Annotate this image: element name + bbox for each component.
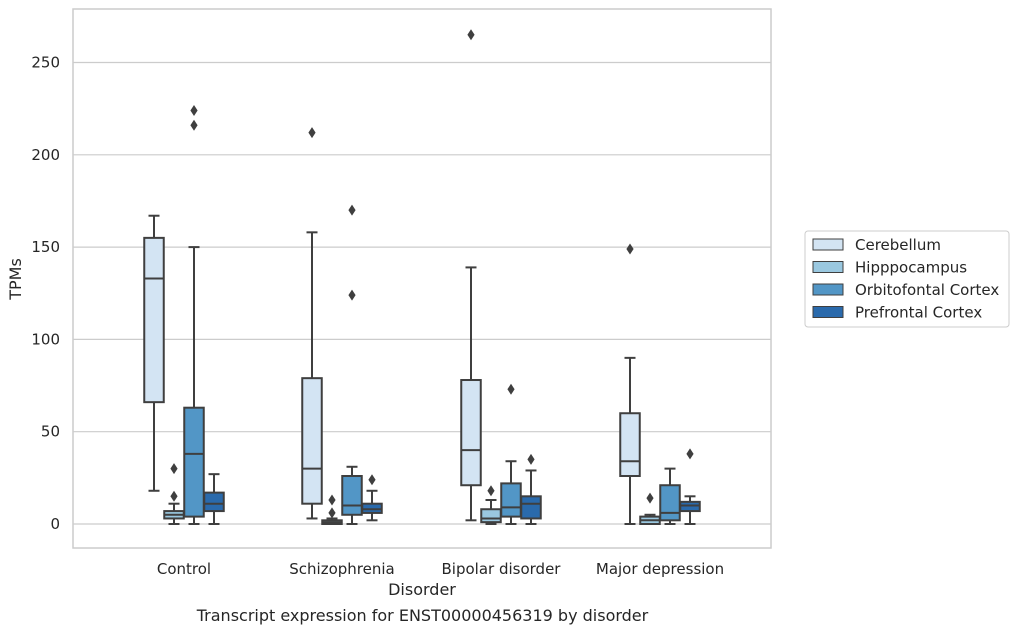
y-tick-label: 100 [31,330,60,348]
box-control [163,463,185,525]
y-tick-label: 50 [41,423,60,441]
series-hipppocampus [163,463,661,526]
box-control [143,214,165,492]
box-bipolar-disorder [480,485,502,525]
box-bipolar-disorder [500,383,522,525]
x-tick-label: Schizophrenia [289,560,394,578]
box-schizophrenia [341,204,363,525]
outlier-point [190,104,198,116]
box-control [183,104,205,525]
series-prefrontal-cortex [203,448,701,525]
legend-label: Cerebellum [855,236,941,254]
x-tick-label: Major depression [596,560,724,578]
box-bipolar-disorder [520,453,542,525]
legend-label: Hipppocampus [855,259,967,277]
outlier-point [348,289,356,301]
legend-swatch [812,261,844,273]
legend: Cerebellum Hipppocampus Orbitofontal Corte… [804,230,1010,328]
legend-item: Prefrontal Cortex [812,304,982,322]
legend-item: Cerebellum [812,236,941,254]
iqr-box [520,495,542,520]
y-tick-label: 0 [50,515,60,533]
box-major-depression [659,467,681,525]
box-schizophrenia [361,474,383,522]
box-bipolar-disorder [460,29,482,522]
y-tick-label: 200 [31,146,60,164]
iqr-box [619,412,641,478]
legend-item: Hipppocampus [812,259,967,277]
iqr-box [203,491,225,513]
iqr-box [183,406,205,518]
x-tick-label: Bipolar disorder [442,560,562,578]
series-cerebellum [143,29,641,525]
outlier-point [686,448,694,460]
legend-frame [804,230,1010,328]
iqr-box [341,475,363,516]
outlier-point [626,243,634,255]
legend-label: Prefrontal Cortex [855,304,982,322]
legend-swatch [812,306,844,318]
box-series-group [143,29,701,526]
y-tick-labels: 0 50 100 150 200 250 [31,54,60,534]
iqr-box [480,508,502,524]
y-axis-title: TPMs [6,258,25,301]
outlier-point [527,453,535,465]
iqr-box [659,484,681,522]
x-axis-title: Disorder [388,580,456,599]
y-tick-label: 250 [31,54,60,72]
outlier-point [170,463,178,475]
legend-item: Orbitofontal Cortex [812,281,999,299]
y-tick-label: 150 [31,238,60,256]
legend-label: Orbitofontal Cortex [855,281,999,299]
figure-caption: Transcript expression for ENST0000045631… [196,606,649,625]
outlier-point [368,474,376,486]
box-major-depression [619,243,641,525]
outlier-point [487,485,495,497]
series-orbitofontal-cortex [183,104,681,525]
outlier-point [328,494,336,506]
outlier-point [348,204,356,216]
iqr-box [301,377,323,505]
outlier-point [646,492,654,504]
iqr-box [143,236,165,404]
legend-swatch [812,238,844,251]
outlier-point [170,490,178,502]
x-tick-label: Control [157,560,211,578]
gridlines [73,61,771,525]
outlier-point [467,29,475,41]
iqr-box [460,379,482,487]
box-control [203,473,225,525]
outlier-point [190,119,198,131]
outlier-point [308,127,316,139]
box-schizophrenia [321,494,343,525]
legend-swatch [812,283,844,296]
outlier-point [507,383,515,395]
iqr-box [500,482,522,518]
outlier-point [328,507,336,519]
plot-frame [72,8,772,549]
box-major-depression [639,492,661,526]
x-tick-labels: Control Schizophrenia Bipolar disorder Majo… [157,560,724,578]
box-schizophrenia [301,127,323,520]
box-major-depression [679,448,701,525]
